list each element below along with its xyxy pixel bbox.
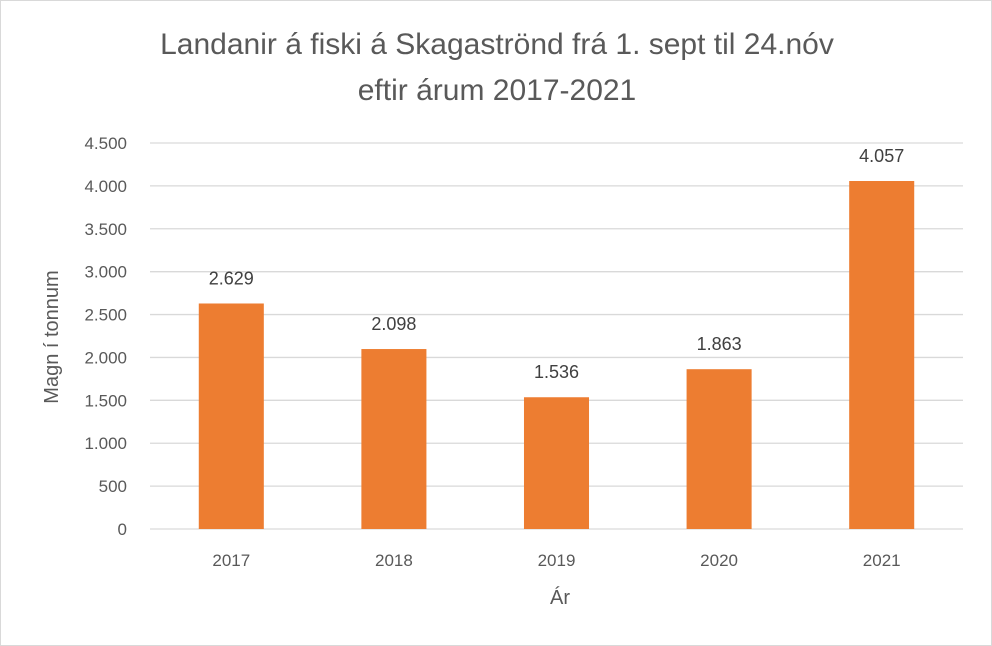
y-tick-label: 1.000 bbox=[84, 434, 127, 453]
y-tick-label: 4.500 bbox=[84, 134, 127, 153]
data-label-2020: 1.863 bbox=[697, 334, 742, 354]
y-axis-ticks: 0 500 1.000 1.500 2.000 2.500 3.000 3.500 4.000 4… bbox=[84, 134, 127, 539]
bar-2021 bbox=[849, 180, 915, 529]
y-tick-label: 3.000 bbox=[84, 263, 127, 282]
x-tick-label: 2018 bbox=[375, 551, 413, 570]
data-label-2021: 4.057 bbox=[859, 146, 904, 166]
chart-title-line-1: Landanir á fiski á Skagaströnd frá 1. se… bbox=[160, 28, 834, 61]
bar-2018 bbox=[361, 349, 427, 529]
data-labels: 2.629 2.098 1.536 1.863 4.057 bbox=[209, 146, 904, 382]
x-tick-label: 2020 bbox=[700, 551, 738, 570]
y-tick-label: 0 bbox=[118, 520, 127, 539]
y-tick-label: 500 bbox=[99, 477, 127, 496]
bar-2019 bbox=[523, 397, 590, 529]
chart-title-line-2: eftir árum 2017-2021 bbox=[357, 74, 637, 107]
data-label-2017: 2.629 bbox=[209, 268, 254, 288]
x-tick-label: 2021 bbox=[863, 551, 901, 570]
y-tick-label: 2.000 bbox=[84, 348, 127, 367]
data-label-2018: 2.098 bbox=[371, 314, 416, 334]
x-axis-ticks: 2017 2018 2019 2020 2021 bbox=[212, 551, 900, 570]
bars bbox=[198, 180, 915, 529]
y-axis-label: Magn í tonnum bbox=[41, 270, 63, 403]
y-tick-label: 2.500 bbox=[84, 306, 127, 325]
bar-2020 bbox=[686, 369, 752, 529]
x-axis-label: Ár bbox=[550, 586, 570, 609]
y-tick-label: 3.500 bbox=[84, 220, 127, 239]
y-tick-label: 4.000 bbox=[84, 177, 127, 196]
data-label-2019: 1.536 bbox=[534, 362, 579, 382]
x-tick-label: 2017 bbox=[212, 551, 250, 570]
x-tick-label: 2019 bbox=[538, 551, 576, 570]
bar-2017 bbox=[198, 303, 264, 529]
y-tick-label: 1.500 bbox=[84, 391, 127, 410]
